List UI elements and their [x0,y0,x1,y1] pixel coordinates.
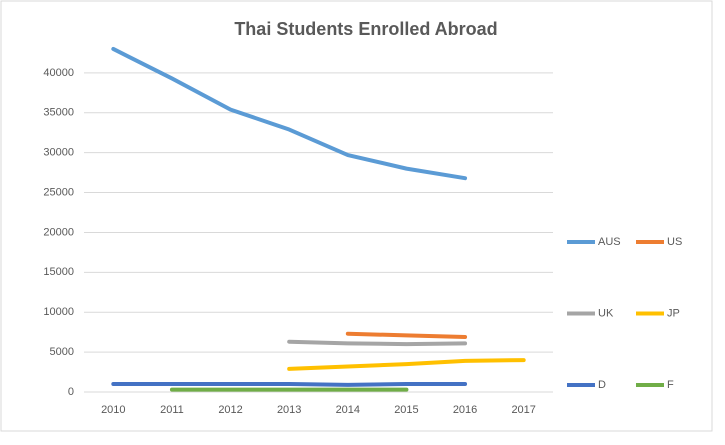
x-tick-label: 2011 [160,404,184,416]
line-series [111,46,468,181]
legend-label: US [667,236,682,248]
x-tick-label: 2013 [277,404,301,416]
y-tick-label: 40000 [43,67,74,79]
legend-label: UK [598,307,614,319]
line-series [111,382,468,387]
x-tick-label: 2015 [394,404,418,416]
y-tick-label: 15000 [43,266,74,278]
x-tick-label: 2014 [336,404,360,416]
line-series [287,358,526,371]
y-tick-label: 30000 [43,147,74,159]
chart-title: Thai Students Enrolled Abroad [234,19,497,39]
line-series [345,331,468,339]
line-series [287,339,468,347]
x-tick-label: 2017 [511,404,535,416]
y-tick-label: 20000 [43,226,74,238]
x-tick-label: 2012 [218,404,242,416]
legend-label: F [667,379,674,391]
y-tick-label: 5000 [50,346,74,358]
y-tick-label: 0 [68,386,74,398]
legend-label: JP [667,307,680,319]
x-tick-label: 2016 [453,404,477,416]
legend-label: D [598,379,606,391]
legend-label: AUS [598,236,621,248]
y-tick-label: 25000 [43,186,74,198]
y-tick-label: 10000 [43,306,74,318]
x-tick-label: 2010 [101,404,125,416]
y-tick-label: 35000 [43,107,74,119]
